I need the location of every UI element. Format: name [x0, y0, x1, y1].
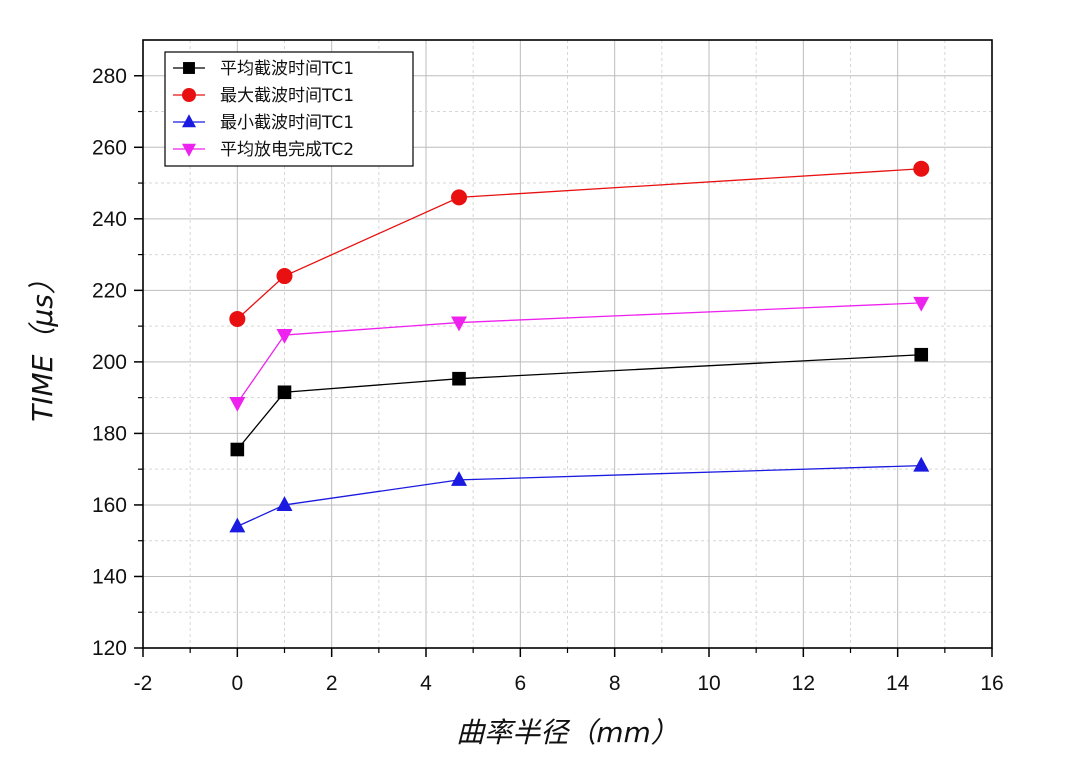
data-point — [276, 329, 293, 344]
legend-marker — [182, 114, 196, 128]
series-2 — [229, 160, 930, 327]
data-point — [451, 471, 468, 486]
legend-box — [164, 51, 414, 167]
x-tick-label: 6 — [514, 672, 526, 695]
data-point — [277, 385, 292, 400]
legend-label: 平均截波时间TC1 — [220, 59, 354, 79]
x-tick-label: 0 — [231, 672, 243, 695]
y-tick-label: 280 — [92, 65, 127, 88]
series-line — [236, 354, 922, 450]
x-tick-label: 16 — [980, 672, 1003, 695]
data-point — [914, 347, 929, 362]
axes: -2 0 2 4 6 8 10 12 14 16 120 140 160 180 200 220 240 260 2… — [92, 39, 1004, 695]
y-tick-label: 240 — [92, 208, 127, 231]
data-point — [229, 397, 246, 412]
legend-entry: 平均放电完成TC2 — [173, 140, 354, 160]
data-point — [451, 316, 468, 332]
y-axis-title: TIME（μs） — [26, 266, 59, 422]
y-tick-label: 220 — [92, 279, 127, 302]
data-point — [230, 442, 245, 457]
legend: 平均截波时间TC1 最大截波时间TC1 最小截波时间TC1 平均放电完成TC2 — [164, 51, 414, 167]
x-tick-label: 10 — [697, 672, 720, 695]
series-line — [236, 168, 922, 320]
x-tick-label: 12 — [792, 672, 815, 695]
grid — [143, 39, 992, 648]
legend-entry: 最大截波时间TC1 — [173, 86, 354, 106]
series-group — [229, 160, 930, 533]
legend-label: 最小截波时间TC1 — [220, 113, 354, 133]
series-1 — [230, 347, 929, 457]
legend-entry: 平均截波时间TC1 — [173, 59, 354, 79]
y-tick-label: 200 — [92, 351, 127, 374]
x-tick-label: 2 — [326, 672, 338, 695]
data-point — [276, 268, 293, 285]
data-point — [913, 296, 930, 312]
y-tick-label: 180 — [92, 422, 127, 445]
legend-label: 平均放电完成TC2 — [220, 140, 354, 160]
data-point — [913, 456, 930, 472]
data-point — [451, 189, 468, 206]
x-axis-title: 曲率半径（mm） — [456, 716, 679, 749]
series-4 — [229, 296, 930, 412]
data-point — [276, 496, 293, 511]
y-tick-label: 160 — [92, 494, 127, 517]
legend-marker — [183, 62, 195, 74]
legend-label: 最大截波时间TC1 — [220, 86, 354, 106]
x-tick-label: 8 — [609, 672, 621, 695]
data-point — [913, 160, 930, 177]
y-tick-label: 120 — [92, 637, 127, 660]
x-tick-label: 14 — [886, 672, 910, 695]
y-tick-label: 140 — [92, 565, 127, 588]
series-3 — [229, 456, 930, 533]
legend-entry: 最小截波时间TC1 — [173, 113, 354, 133]
y-tick-label: 260 — [92, 136, 127, 159]
data-point — [452, 371, 466, 386]
data-point — [229, 517, 246, 533]
x-tick-label: -2 — [134, 672, 153, 695]
x-tick-label: 4 — [420, 672, 432, 695]
series-line — [236, 302, 922, 404]
series-line — [237, 464, 922, 527]
data-point — [229, 310, 246, 327]
legend-marker — [182, 143, 196, 157]
legend-marker — [182, 88, 196, 102]
